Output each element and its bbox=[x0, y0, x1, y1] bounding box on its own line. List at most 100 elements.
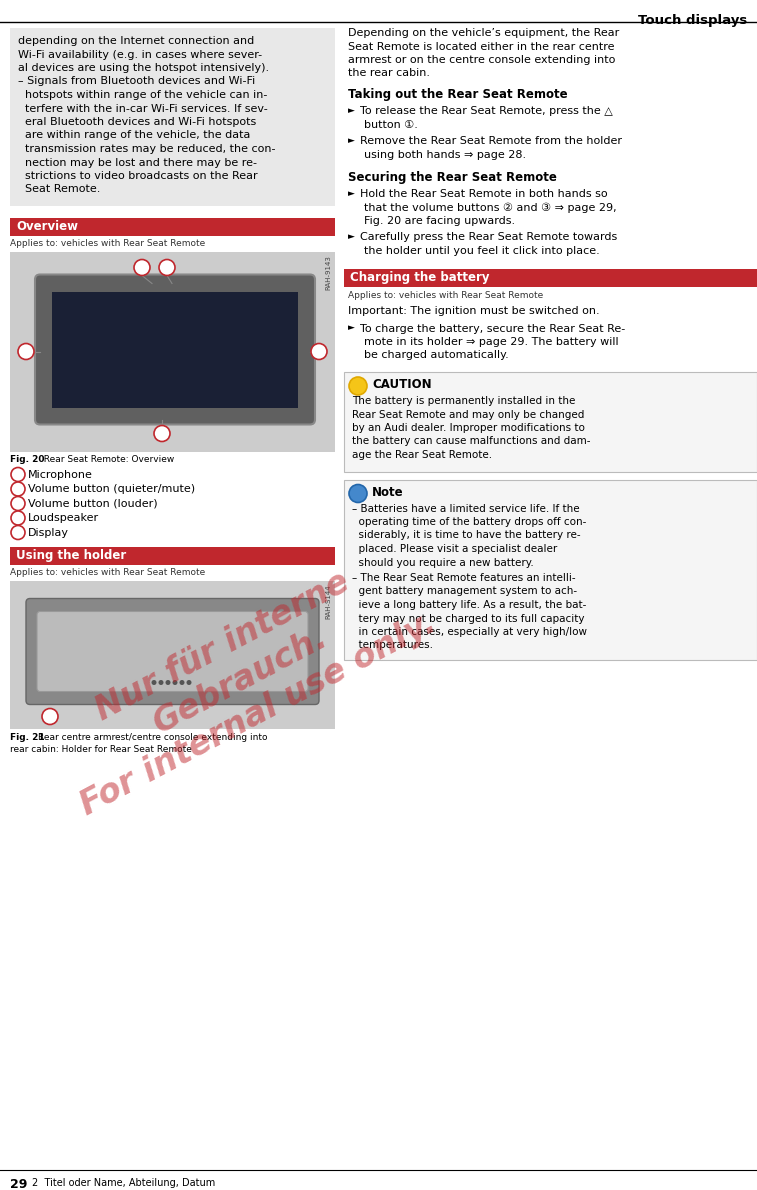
Circle shape bbox=[349, 484, 367, 502]
Bar bbox=[10, 29, 335, 206]
Text: Fig. 20 are facing upwards.: Fig. 20 are facing upwards. bbox=[364, 217, 515, 226]
Text: – Batteries have a limited service life. If the: – Batteries have a limited service life.… bbox=[352, 503, 580, 514]
Text: ieve a long battery life. As a result, the bat-: ieve a long battery life. As a result, t… bbox=[352, 600, 587, 610]
Text: Loudspeaker: Loudspeaker bbox=[28, 513, 99, 522]
Bar bbox=[344, 269, 757, 287]
Text: should you require a new battery.: should you require a new battery. bbox=[352, 557, 534, 568]
Circle shape bbox=[11, 468, 25, 482]
Text: Remove the Rear Seat Remote from the holder: Remove the Rear Seat Remote from the hol… bbox=[360, 137, 622, 146]
Text: Volume button (louder): Volume button (louder) bbox=[28, 499, 157, 508]
Text: gent battery management system to ach-: gent battery management system to ach- bbox=[352, 587, 577, 596]
Text: Seat Remote is located either in the rear centre: Seat Remote is located either in the rea… bbox=[348, 42, 615, 51]
FancyBboxPatch shape bbox=[35, 275, 315, 425]
Text: i: i bbox=[356, 489, 360, 499]
Text: hotspots within range of the vehicle can in-: hotspots within range of the vehicle can… bbox=[18, 90, 267, 100]
Bar bbox=[10, 547, 335, 565]
Text: the rear cabin.: the rear cabin. bbox=[348, 69, 430, 79]
Text: To release the Rear Seat Remote, press the △: To release the Rear Seat Remote, press t… bbox=[360, 106, 612, 117]
Text: The battery is permanently installed in the: The battery is permanently installed in … bbox=[352, 396, 575, 406]
Bar bbox=[344, 480, 757, 660]
Text: mote in its holder ⇒ page 29. The battery will: mote in its holder ⇒ page 29. The batter… bbox=[364, 337, 618, 347]
Text: 1: 1 bbox=[23, 347, 29, 356]
Text: Applies to: vehicles with Rear Seat Remote: Applies to: vehicles with Rear Seat Remo… bbox=[10, 239, 205, 248]
Text: Overview: Overview bbox=[16, 220, 78, 233]
Circle shape bbox=[311, 344, 327, 359]
Text: ►: ► bbox=[348, 137, 355, 145]
Circle shape bbox=[159, 259, 175, 276]
Text: by an Audi dealer. Improper modifications to: by an Audi dealer. Improper modification… bbox=[352, 422, 585, 433]
Text: 3: 3 bbox=[15, 499, 21, 508]
Circle shape bbox=[42, 708, 58, 725]
Text: 29: 29 bbox=[10, 1178, 27, 1190]
Circle shape bbox=[158, 679, 164, 685]
Text: RAH-S144: RAH-S144 bbox=[325, 584, 331, 619]
Text: 2: 2 bbox=[15, 484, 21, 494]
Text: Important: The ignition must be switched on.: Important: The ignition must be switched… bbox=[348, 306, 600, 317]
Text: Wi-Fi availability (e.g. in cases where sever-: Wi-Fi availability (e.g. in cases where … bbox=[18, 50, 262, 60]
Circle shape bbox=[166, 679, 170, 685]
Text: 2  Titel oder Name, Abteilung, Datum: 2 Titel oder Name, Abteilung, Datum bbox=[32, 1178, 215, 1188]
Circle shape bbox=[186, 679, 192, 685]
Text: To charge the battery, secure the Rear Seat Re-: To charge the battery, secure the Rear S… bbox=[360, 324, 625, 333]
Text: ►: ► bbox=[348, 189, 355, 198]
Text: rear cabin: Holder for Rear Seat Remote: rear cabin: Holder for Rear Seat Remote bbox=[10, 745, 192, 753]
Text: Using the holder: Using the holder bbox=[16, 550, 126, 563]
Text: 4: 4 bbox=[15, 514, 21, 522]
Text: Hold the Rear Seat Remote in both hands so: Hold the Rear Seat Remote in both hands … bbox=[360, 189, 608, 199]
Text: – Signals from Bluetooth devices and Wi-Fi: – Signals from Bluetooth devices and Wi-… bbox=[18, 76, 255, 87]
Text: Applies to: vehicles with Rear Seat Remote: Applies to: vehicles with Rear Seat Remo… bbox=[348, 290, 544, 300]
Text: 1: 1 bbox=[15, 470, 21, 480]
Circle shape bbox=[11, 526, 25, 539]
Circle shape bbox=[173, 679, 177, 685]
Text: 5: 5 bbox=[15, 528, 21, 537]
Text: siderably, it is time to have the battery re-: siderably, it is time to have the batter… bbox=[352, 531, 581, 540]
Circle shape bbox=[151, 679, 157, 685]
Text: eral Bluetooth devices and Wi-Fi hotspots: eral Bluetooth devices and Wi-Fi hotspot… bbox=[18, 117, 257, 127]
Text: Securing the Rear Seat Remote: Securing the Rear Seat Remote bbox=[348, 170, 557, 183]
Circle shape bbox=[18, 344, 34, 359]
Bar bbox=[52, 292, 298, 407]
Text: Applies to: vehicles with Rear Seat Remote: Applies to: vehicles with Rear Seat Remo… bbox=[10, 568, 205, 577]
Bar bbox=[10, 581, 335, 728]
Text: placed. Please visit a specialist dealer: placed. Please visit a specialist dealer bbox=[352, 544, 557, 555]
Text: !: ! bbox=[356, 381, 360, 392]
Text: ►: ► bbox=[348, 232, 355, 242]
Bar bbox=[10, 218, 335, 236]
Text: Fig. 20: Fig. 20 bbox=[10, 456, 45, 464]
Text: Rear Seat Remote and may only be changed: Rear Seat Remote and may only be changed bbox=[352, 409, 584, 420]
Text: Rear centre armrest/centre console extending into: Rear centre armrest/centre console exten… bbox=[38, 733, 267, 741]
Text: ►: ► bbox=[348, 324, 355, 332]
Circle shape bbox=[11, 482, 25, 496]
Text: RAH-9143: RAH-9143 bbox=[325, 256, 331, 290]
Text: Charging the battery: Charging the battery bbox=[350, 271, 490, 284]
Bar bbox=[10, 251, 335, 451]
Text: Touch displays: Touch displays bbox=[637, 14, 747, 27]
Text: Microphone: Microphone bbox=[28, 470, 93, 480]
Text: Note: Note bbox=[372, 486, 403, 499]
Text: using both hands ⇒ page 28.: using both hands ⇒ page 28. bbox=[364, 150, 526, 159]
Text: operating time of the battery drops off con-: operating time of the battery drops off … bbox=[352, 516, 587, 527]
Text: Nur für interne
Gebrauch.
For internal use only.: Nur für interne Gebrauch. For internal u… bbox=[39, 538, 441, 822]
Circle shape bbox=[179, 679, 185, 685]
Text: armrest or on the centre console extending into: armrest or on the centre console extendi… bbox=[348, 55, 615, 65]
Text: in certain cases, especially at very high/low: in certain cases, especially at very hig… bbox=[352, 627, 587, 637]
Text: 3: 3 bbox=[164, 263, 170, 273]
Circle shape bbox=[11, 496, 25, 511]
Text: terfere with the in-car Wi-Fi services. If sev-: terfere with the in-car Wi-Fi services. … bbox=[18, 104, 268, 113]
Text: tery may not be charged to its full capacity: tery may not be charged to its full capa… bbox=[352, 614, 584, 624]
Text: 5: 5 bbox=[159, 430, 165, 438]
Text: Carefully press the Rear Seat Remote towards: Carefully press the Rear Seat Remote tow… bbox=[360, 232, 617, 243]
Bar bbox=[344, 372, 757, 471]
Text: transmission rates may be reduced, the con-: transmission rates may be reduced, the c… bbox=[18, 144, 276, 154]
Text: are within range of the vehicle, the data: are within range of the vehicle, the dat… bbox=[18, 131, 251, 140]
Text: 1: 1 bbox=[47, 712, 53, 721]
FancyBboxPatch shape bbox=[37, 612, 308, 691]
Text: Depending on the vehicle’s equipment, the Rear: Depending on the vehicle’s equipment, th… bbox=[348, 29, 619, 38]
Text: depending on the Internet connection and: depending on the Internet connection and bbox=[18, 36, 254, 46]
Text: that the volume buttons ② and ③ ⇒ page 29,: that the volume buttons ② and ③ ⇒ page 2… bbox=[364, 202, 617, 213]
Text: be charged automatically.: be charged automatically. bbox=[364, 351, 509, 361]
Text: CAUTION: CAUTION bbox=[372, 378, 431, 392]
Text: – The Rear Seat Remote features an intelli-: – The Rear Seat Remote features an intel… bbox=[352, 574, 575, 583]
Text: 2: 2 bbox=[139, 263, 145, 273]
Text: the holder until you feel it click into place.: the holder until you feel it click into … bbox=[364, 246, 600, 256]
